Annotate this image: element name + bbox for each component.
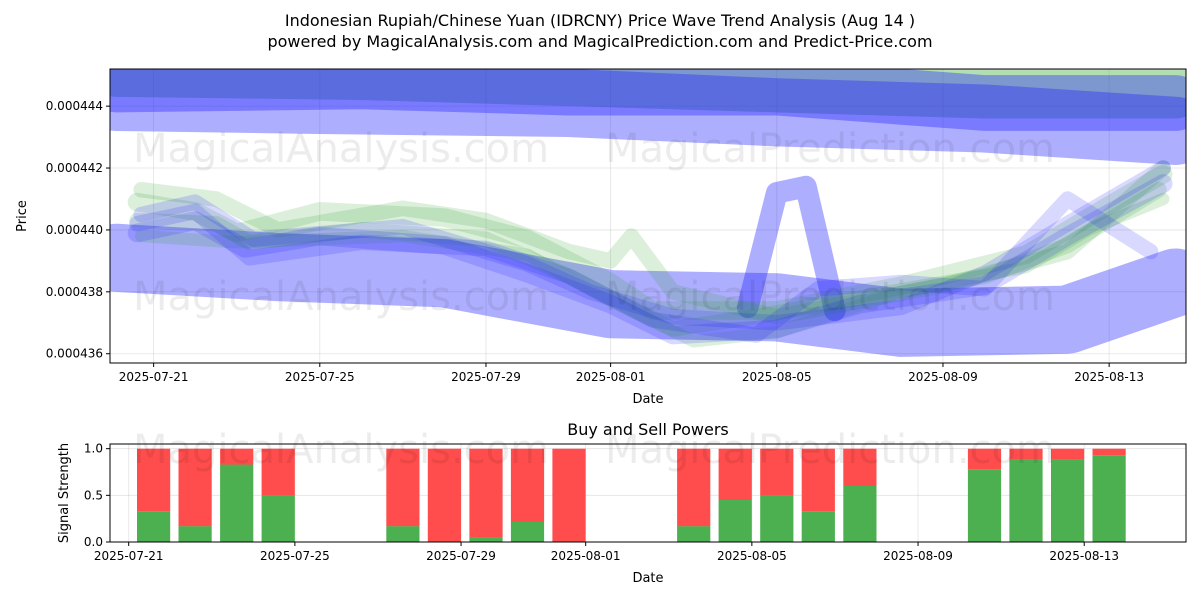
price-x-tick-label: 2025-07-21 bbox=[119, 370, 189, 384]
watermark-prediction-bottom: MagicalPrediction.com bbox=[605, 427, 1055, 473]
signal-plot-frame bbox=[109, 443, 1187, 543]
price-x-axis-label: Date bbox=[632, 392, 663, 407]
buy-bar bbox=[220, 464, 254, 542]
sell-bar bbox=[427, 448, 461, 542]
sell-bar bbox=[843, 448, 877, 486]
buy-bar bbox=[967, 469, 1002, 542]
buy-bar bbox=[677, 526, 711, 542]
sell-bar bbox=[386, 448, 420, 527]
price-series-blue-wave-2 bbox=[129, 191, 1159, 343]
signal-x-tick-label: 2025-08-01 bbox=[551, 549, 621, 563]
signal-bars bbox=[137, 448, 1126, 542]
signal-x-tick-label: 2025-08-05 bbox=[717, 549, 787, 563]
price-y-tick-label: 0.000438 bbox=[46, 285, 103, 299]
price-y-tick-label: 0.000444 bbox=[46, 99, 103, 113]
sell-bar bbox=[760, 448, 794, 496]
price-y-axis-label: Price bbox=[15, 200, 30, 232]
signal-y-axis-label: Signal Strength bbox=[57, 443, 72, 543]
buy-bar bbox=[718, 500, 752, 542]
watermark-analysis-bottom: MagicalAnalysis.com bbox=[133, 427, 549, 473]
buy-bar bbox=[137, 511, 171, 542]
signal-x-tick-label: 2025-08-13 bbox=[1049, 549, 1119, 563]
price-series-green-wave-4 bbox=[135, 192, 1170, 348]
buy-bar bbox=[1009, 459, 1043, 542]
signal-x-axis-label: Date bbox=[632, 571, 663, 586]
sell-bar bbox=[718, 448, 752, 500]
buy-bar bbox=[386, 526, 420, 542]
price-y-axis: 0.000436 0.000438 0.000440 0.000442 0.000444 bbox=[46, 99, 110, 361]
price-series-blue-wave-1 bbox=[127, 174, 1173, 345]
sell-bar bbox=[1051, 448, 1085, 460]
sell-bar bbox=[801, 448, 835, 512]
buy-bar bbox=[178, 526, 212, 542]
signal-y-tick-label: 0.0 bbox=[84, 535, 103, 549]
price-x-axis: 2025-07-21 2025-07-25 2025-07-29 2025-08-01… bbox=[119, 363, 1144, 384]
signal-x-tick-label: 2025-07-21 bbox=[94, 549, 164, 563]
signal-chart: Buy and Sell Powers MagicalAnalysis.com … bbox=[57, 420, 1187, 586]
price-series-green-wave-1 bbox=[127, 164, 1173, 320]
price-x-tick-label: 2025-08-05 bbox=[742, 370, 812, 384]
price-watermarks: MagicalAnalysis.com MagicalPrediction.co… bbox=[133, 126, 1055, 320]
signal-chart-title: Buy and Sell Powers bbox=[567, 420, 729, 439]
sell-bar bbox=[552, 448, 586, 542]
price-x-tick-label: 2025-08-13 bbox=[1074, 370, 1144, 384]
price-y-tick-label: 0.000442 bbox=[46, 161, 103, 175]
sell-bar bbox=[178, 448, 212, 527]
price-grid bbox=[110, 69, 1186, 363]
buy-bar bbox=[510, 521, 545, 542]
price-series-blue-top-band-1 bbox=[110, 69, 1186, 165]
price-x-tick-label: 2025-08-01 bbox=[576, 370, 646, 384]
price-series-blue-low-band bbox=[110, 223, 1186, 357]
signal-y-tick-label: 0.5 bbox=[84, 488, 103, 502]
buy-bar bbox=[1092, 455, 1126, 542]
signal-x-tick-label: 2025-07-25 bbox=[260, 549, 330, 563]
watermark-prediction-mid: MagicalPrediction.com bbox=[605, 274, 1055, 320]
buy-bar bbox=[261, 495, 295, 542]
price-plot-frame bbox=[109, 68, 1187, 364]
buy-bar bbox=[469, 537, 503, 542]
price-y-tick-label: 0.000440 bbox=[46, 223, 103, 237]
price-series bbox=[110, 69, 1186, 357]
buy-bar bbox=[1051, 459, 1085, 542]
signal-x-tick-label: 2025-08-09 bbox=[883, 549, 953, 563]
price-series-blue-spike bbox=[736, 175, 846, 322]
watermark-analysis-mid: MagicalAnalysis.com bbox=[133, 274, 549, 320]
price-series-blue-wave-3 bbox=[133, 160, 1171, 331]
buy-bar bbox=[801, 511, 835, 542]
sell-bar bbox=[469, 448, 503, 538]
signal-x-axis: 2025-07-21 2025-07-25 2025-07-29 2025-08-01… bbox=[94, 542, 1119, 563]
sell-bar bbox=[1009, 448, 1043, 460]
signal-watermarks: MagicalAnalysis.com MagicalPrediction.co… bbox=[133, 427, 1055, 473]
signal-y-axis: 0.0 0.5 1.0 bbox=[84, 442, 110, 549]
sell-bar bbox=[677, 448, 711, 527]
buy-bar bbox=[843, 486, 877, 542]
price-series-green-top-band bbox=[110, 69, 1186, 119]
figure-title-line-2: powered by MagicalAnalysis.com and Magic… bbox=[267, 32, 932, 51]
sell-bar bbox=[967, 448, 1002, 470]
signal-x-tick-label: 2025-07-29 bbox=[426, 549, 496, 563]
watermark-analysis-top: MagicalAnalysis.com bbox=[133, 126, 549, 172]
price-y-tick-label: 0.000436 bbox=[46, 347, 103, 361]
watermark-prediction-top: MagicalPrediction.com bbox=[605, 126, 1055, 172]
price-series-green-wave-3 bbox=[133, 160, 1171, 325]
sell-bar bbox=[1092, 448, 1126, 456]
signal-y-tick-label: 1.0 bbox=[84, 442, 103, 456]
price-chart: MagicalAnalysis.com MagicalPrediction.co… bbox=[15, 68, 1187, 407]
sell-bar bbox=[510, 448, 545, 522]
sell-bar bbox=[137, 448, 171, 512]
price-x-tick-label: 2025-07-25 bbox=[285, 370, 355, 384]
sell-bar bbox=[261, 448, 295, 496]
figure-title-line-1: Indonesian Rupiah/Chinese Yuan (IDRCNY) … bbox=[285, 11, 915, 30]
price-series-green-wave-2 bbox=[129, 181, 1167, 337]
price-x-tick-label: 2025-07-29 bbox=[451, 370, 521, 384]
buy-bar bbox=[760, 495, 794, 542]
price-x-tick-label: 2025-08-09 bbox=[908, 370, 978, 384]
price-series-blue-top-band-2 bbox=[110, 69, 1186, 131]
sell-bar bbox=[220, 448, 254, 465]
